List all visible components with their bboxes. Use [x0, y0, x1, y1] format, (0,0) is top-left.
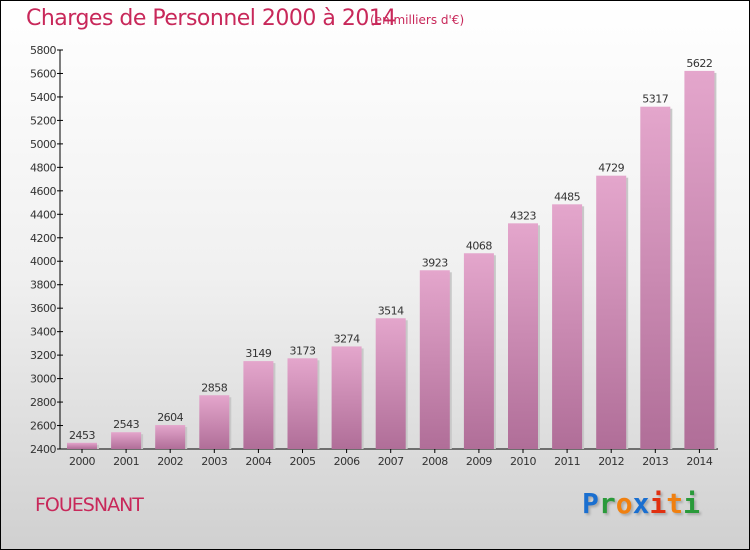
bar-2006 [331, 346, 362, 449]
data-label: 4323 [510, 209, 536, 222]
y-tick-label: 5600 [30, 67, 56, 80]
x-tick-label: 2009 [466, 455, 492, 468]
bar-2001 [111, 432, 142, 449]
bar-2007 [375, 318, 406, 449]
data-label: 2543 [113, 418, 139, 431]
x-tick-label: 2013 [642, 455, 668, 468]
bar-2009 [463, 253, 494, 449]
chart-subtitle: (en milliers d'€) [370, 13, 465, 27]
x-tick-label: 2008 [422, 455, 448, 468]
y-tick-label: 5200 [30, 114, 56, 127]
y-tick-label: 3200 [30, 349, 56, 362]
data-label: 3173 [290, 344, 316, 357]
data-label: 5622 [686, 57, 712, 70]
bar-2013 [640, 106, 671, 450]
x-tick-label: 2006 [334, 455, 360, 468]
data-label: 3149 [245, 347, 271, 360]
data-label: 4485 [554, 190, 580, 203]
bar-2008 [419, 270, 450, 449]
data-label: 2604 [157, 411, 183, 424]
data-label: 2858 [201, 381, 227, 394]
x-tick-label: 2000 [69, 455, 95, 468]
data-label: 3514 [378, 304, 404, 317]
y-tick-label: 3000 [30, 373, 56, 386]
bar-2011 [552, 204, 583, 449]
chart-title: Charges de Personnel 2000 à 2014 [26, 6, 396, 31]
bar-2002 [155, 425, 186, 449]
bar-2014 [684, 70, 715, 449]
proxiti-logo: Proxiti [582, 487, 701, 520]
y-tick-label: 5000 [30, 138, 56, 151]
y-tick-label: 3600 [30, 302, 56, 315]
x-tick-label: 2010 [510, 455, 536, 468]
y-tick-label: 4800 [30, 161, 56, 174]
x-tick-label: 2005 [290, 455, 316, 468]
data-label: 2453 [69, 429, 95, 442]
y-tick-label: 3800 [30, 279, 56, 292]
y-tick-label: 5800 [30, 44, 56, 57]
bar-2000 [67, 442, 97, 449]
y-tick-label: 2800 [30, 396, 56, 409]
x-tick-label: 2004 [245, 455, 271, 468]
x-tick-label: 2014 [686, 455, 712, 468]
bar-2003 [199, 395, 230, 449]
y-tick-label: 4000 [30, 255, 56, 268]
x-tick-label: 2001 [113, 455, 139, 468]
x-tick-label: 2007 [378, 455, 404, 468]
data-label: 3274 [334, 332, 360, 345]
city-name: FOUESNANT [35, 494, 144, 516]
bar-2010 [508, 223, 538, 449]
bar-2012 [596, 175, 627, 449]
data-label: 5317 [642, 93, 668, 106]
y-tick-label: 2600 [30, 420, 56, 433]
data-label: 3923 [422, 256, 448, 269]
y-tick-label: 5400 [30, 91, 56, 104]
x-tick-label: 2011 [554, 455, 580, 468]
data-label: 4068 [466, 239, 492, 252]
y-tick-label: 4600 [30, 185, 56, 198]
x-tick-label: 2012 [598, 455, 624, 468]
bar-2005 [287, 358, 318, 449]
y-tick-label: 4400 [30, 208, 56, 221]
y-tick-label: 2400 [30, 443, 56, 456]
x-tick-label: 2002 [157, 455, 183, 468]
y-tick-label: 3400 [30, 326, 56, 339]
data-label: 4729 [598, 162, 624, 175]
bar-2004 [243, 361, 274, 449]
x-tick-label: 2003 [201, 455, 227, 468]
y-tick-label: 4200 [30, 232, 56, 245]
